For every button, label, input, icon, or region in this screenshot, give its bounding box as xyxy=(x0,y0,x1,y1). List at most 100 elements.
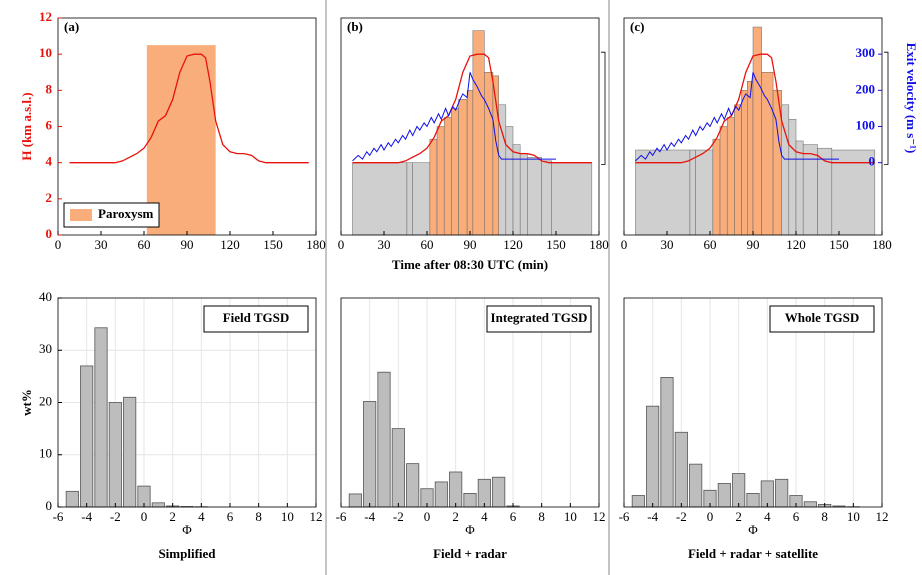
y-tick-label: 20 xyxy=(39,393,52,408)
x-tick-label: -6 xyxy=(336,509,347,524)
y-axis-label: H (km a.s.l.) xyxy=(19,92,34,160)
x-tick-label: 30 xyxy=(661,237,674,252)
x-tick-label: 2 xyxy=(452,509,459,524)
time-panel: 0 30 60 90 120 150 180 0 100 200 300 (c) Exit veloci… xyxy=(621,17,919,252)
histogram-bar xyxy=(108,402,122,508)
histogram-bar xyxy=(689,463,703,508)
x-tick-label: 0 xyxy=(55,237,62,252)
column-bar xyxy=(519,153,528,236)
histogram-bar xyxy=(492,476,506,508)
histogram-bar xyxy=(348,493,362,508)
panel-letter: (b) xyxy=(347,19,363,34)
panel-label: Integrated TGSD xyxy=(491,310,588,325)
x-tick-label: 6 xyxy=(793,509,800,524)
y2-tick-label: 0 xyxy=(869,154,876,169)
column-bar xyxy=(741,90,748,236)
y2-bracket xyxy=(601,51,606,165)
panel-letter: (c) xyxy=(630,19,644,34)
tgsd-panel: Whole TGSD Field + radar + satellite -6 -4 -… xyxy=(619,297,889,561)
x-tick-label: 0 xyxy=(707,509,714,524)
x-tick-label: 0 xyxy=(338,237,345,252)
label-box xyxy=(203,305,309,333)
column-bar xyxy=(527,156,542,236)
histogram-bar xyxy=(80,365,94,508)
x-tick-label: 120 xyxy=(786,237,806,252)
y-tick-label: 8 xyxy=(46,81,53,96)
column-bar xyxy=(551,162,593,236)
x-tick-label: 0 xyxy=(141,509,148,524)
column-bar xyxy=(726,117,735,236)
y-tick-label: 6 xyxy=(46,117,53,132)
x-tick-label: -4 xyxy=(647,509,658,524)
histogram-bar xyxy=(732,473,746,508)
column-bar xyxy=(747,81,754,236)
column-bar xyxy=(512,144,521,236)
label-box xyxy=(486,305,592,333)
column-bar xyxy=(541,160,552,236)
column-bar xyxy=(458,99,468,236)
x-tick-label: 12 xyxy=(593,509,606,524)
y-tick-label: 2 xyxy=(46,190,53,205)
column-bar xyxy=(472,30,485,236)
x-tick-label: 6 xyxy=(227,509,234,524)
x-tick-label: 180 xyxy=(589,237,609,252)
y2-bracket xyxy=(884,51,889,165)
axes-frame xyxy=(623,297,883,508)
histogram-bar xyxy=(123,396,137,508)
column-bar xyxy=(689,149,696,236)
y-tick-label: 10 xyxy=(39,45,52,60)
histogram-bar xyxy=(463,493,477,508)
height-line xyxy=(352,53,592,164)
histogram-bar xyxy=(660,377,674,508)
time-panel: Paroxysm 0 30 60 90 120 150 180 0 2 4 6 8 10 12 (a) H (k… xyxy=(19,9,326,252)
x-tick-label: 150 xyxy=(829,237,849,252)
x-tick-label: 6 xyxy=(510,509,517,524)
x-tick-label: 90 xyxy=(464,237,477,252)
histogram-bar xyxy=(803,501,817,508)
y-tick-label: 4 xyxy=(46,154,53,169)
x-tick-label: 2 xyxy=(735,509,742,524)
column-bar xyxy=(429,138,438,236)
x-tick-label: 120 xyxy=(503,237,523,252)
histogram-bar xyxy=(631,495,645,508)
height-line xyxy=(635,53,875,164)
velocity-line xyxy=(352,72,556,162)
column-bar xyxy=(484,72,494,236)
x-tick-label: 4 xyxy=(764,509,771,524)
column-bar xyxy=(466,90,474,236)
column-bar xyxy=(412,162,431,236)
y2-tick-label: 200 xyxy=(856,81,876,96)
x-tick-label: 180 xyxy=(306,237,326,252)
column-bar xyxy=(406,162,413,236)
column-bar xyxy=(712,138,721,236)
column-bar xyxy=(443,117,452,236)
panel-label: Field TGSD xyxy=(223,310,290,325)
y-tick-label: 0 xyxy=(46,498,53,513)
y-tick-label: 40 xyxy=(39,289,52,304)
x-tick-label: 8 xyxy=(538,509,545,524)
x-tick-label: 180 xyxy=(872,237,892,252)
x-tick-label: 30 xyxy=(95,237,108,252)
x-tick-label: -4 xyxy=(81,509,92,524)
x-axis-label: Φ xyxy=(465,522,475,537)
x-tick-label: 12 xyxy=(310,509,323,524)
histogram-bar xyxy=(477,478,491,508)
histogram-bar xyxy=(94,327,108,508)
column-bar xyxy=(436,126,445,236)
x-tick-label: -2 xyxy=(110,509,121,524)
label-box xyxy=(769,305,875,333)
column-bar xyxy=(795,140,804,236)
x-axis-label: Time after 08:30 UTC (min) xyxy=(392,257,548,272)
column-bar xyxy=(761,72,774,236)
column-bar xyxy=(734,104,742,236)
histogram-bar xyxy=(377,371,391,508)
x-tick-label: 60 xyxy=(421,237,434,252)
x-tick-label: 30 xyxy=(378,237,391,252)
histogram-bar xyxy=(646,405,660,508)
x-tick-label: -2 xyxy=(676,509,687,524)
x-tick-label: 0 xyxy=(621,237,628,252)
x-tick-label: 2 xyxy=(169,509,176,524)
column-bar xyxy=(695,149,714,236)
x-tick-label: 8 xyxy=(821,509,828,524)
